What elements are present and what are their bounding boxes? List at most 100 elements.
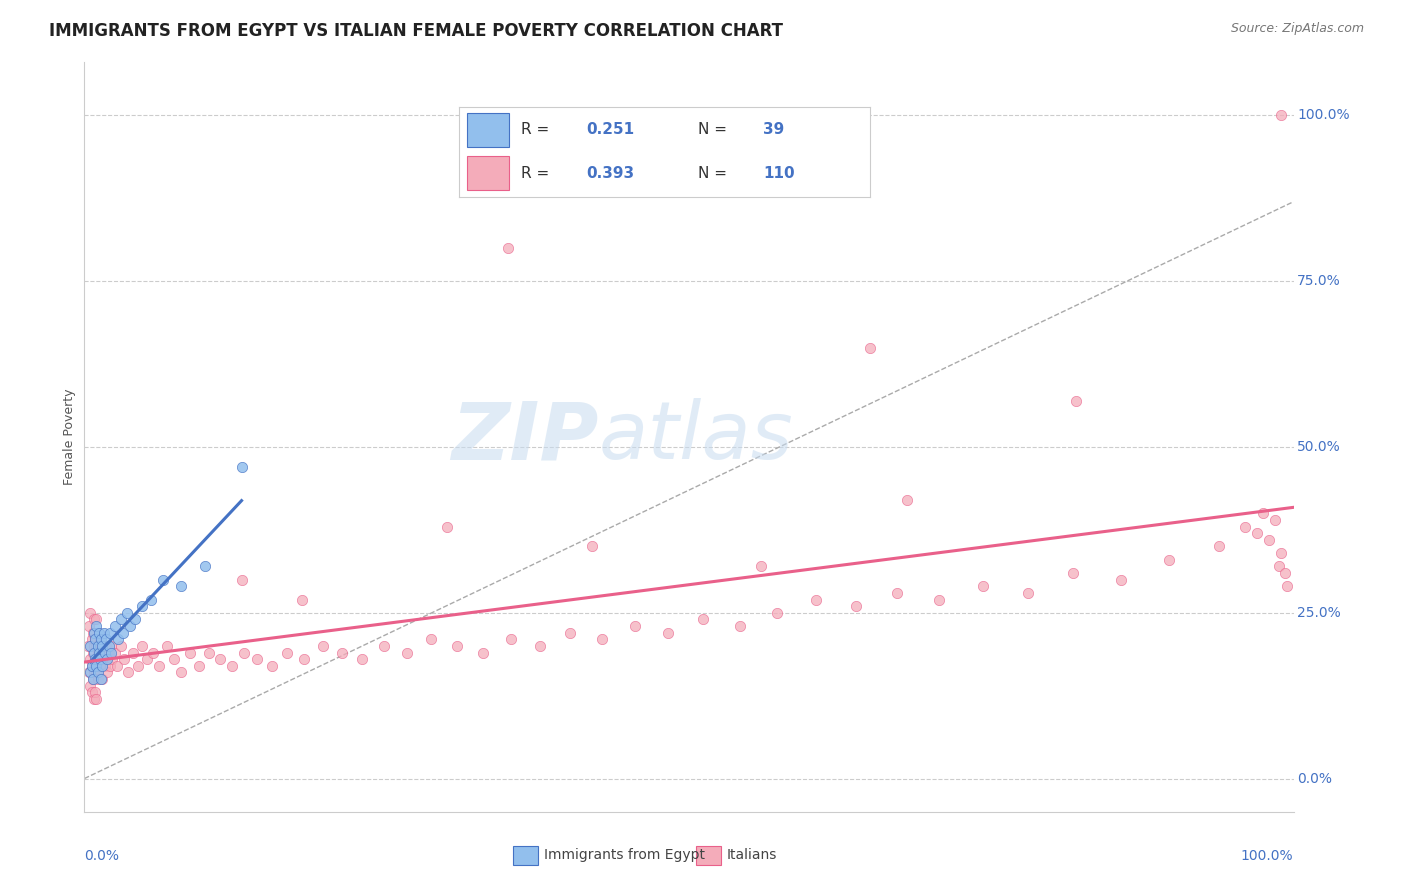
- Point: [86, 619, 108, 633]
- Point: [163, 652, 186, 666]
- Point: [80, 658, 103, 673]
- Point: [152, 573, 174, 587]
- Point: [89, 658, 111, 673]
- Point: [79, 652, 101, 666]
- Point: [86, 639, 108, 653]
- Text: 0.0%: 0.0%: [1298, 772, 1331, 786]
- Point: [80, 658, 103, 673]
- Point: [82, 672, 104, 686]
- Point: [1270, 108, 1292, 122]
- Text: ZIP: ZIP: [451, 398, 599, 476]
- Point: [233, 646, 256, 660]
- Y-axis label: Female Poverty: Female Poverty: [63, 389, 76, 485]
- Text: 50.0%: 50.0%: [1298, 440, 1341, 454]
- Point: [80, 632, 103, 647]
- Point: [1258, 533, 1281, 547]
- Point: [83, 612, 105, 626]
- Point: [96, 665, 118, 680]
- Point: [110, 639, 132, 653]
- Point: [77, 665, 100, 680]
- Point: [91, 639, 114, 653]
- Point: [112, 652, 135, 666]
- Text: 25.0%: 25.0%: [1298, 606, 1341, 620]
- Point: [86, 672, 108, 686]
- Point: [804, 592, 827, 607]
- Point: [1062, 566, 1084, 580]
- Point: [90, 632, 112, 647]
- Text: atlas: atlas: [599, 398, 793, 476]
- Point: [87, 625, 110, 640]
- Point: [1208, 540, 1230, 554]
- Point: [112, 625, 135, 640]
- Point: [84, 658, 107, 673]
- Text: 0.0%: 0.0%: [84, 849, 120, 863]
- Point: [91, 652, 114, 666]
- Point: [1157, 553, 1180, 567]
- Point: [104, 619, 127, 633]
- Point: [766, 606, 789, 620]
- Point: [77, 639, 100, 653]
- Point: [276, 646, 298, 660]
- Point: [581, 540, 603, 554]
- Point: [86, 692, 108, 706]
- Point: [170, 665, 193, 680]
- Point: [728, 619, 751, 633]
- Point: [86, 665, 108, 680]
- Point: [97, 646, 120, 660]
- Point: [148, 658, 170, 673]
- Point: [472, 646, 495, 660]
- Point: [91, 672, 114, 686]
- Point: [87, 646, 110, 660]
- Point: [83, 665, 105, 680]
- Point: [859, 341, 882, 355]
- Point: [79, 679, 101, 693]
- Point: [86, 612, 108, 626]
- Point: [124, 612, 146, 626]
- Point: [94, 639, 117, 653]
- Point: [84, 685, 107, 699]
- Point: [84, 652, 107, 666]
- Point: [231, 573, 253, 587]
- Point: [105, 658, 128, 673]
- Point: [1253, 506, 1275, 520]
- Point: [591, 632, 613, 647]
- Point: [98, 625, 121, 640]
- Point: [1277, 579, 1299, 593]
- Point: [1109, 573, 1132, 587]
- Point: [170, 579, 193, 593]
- Point: [198, 646, 221, 660]
- Point: [1274, 566, 1296, 580]
- Point: [94, 632, 117, 647]
- Point: [131, 599, 153, 614]
- Point: [373, 639, 395, 653]
- Point: [972, 579, 994, 593]
- Point: [86, 665, 108, 680]
- Point: [1064, 393, 1087, 408]
- Point: [436, 519, 458, 533]
- Point: [100, 646, 122, 660]
- Point: [260, 658, 283, 673]
- Text: IMMIGRANTS FROM EGYPT VS ITALIAN FEMALE POVERTY CORRELATION CHART: IMMIGRANTS FROM EGYPT VS ITALIAN FEMALE …: [49, 22, 783, 40]
- Point: [246, 652, 269, 666]
- Point: [104, 646, 127, 660]
- Point: [79, 606, 101, 620]
- Text: Immigrants from Egypt: Immigrants from Egypt: [544, 848, 706, 863]
- Point: [294, 652, 316, 666]
- Point: [623, 619, 645, 633]
- Point: [155, 639, 177, 653]
- Point: [77, 619, 100, 633]
- Point: [221, 658, 243, 673]
- Point: [496, 241, 519, 255]
- Point: [845, 599, 868, 614]
- Point: [1264, 513, 1286, 527]
- Point: [446, 639, 468, 653]
- Point: [100, 639, 122, 653]
- Point: [179, 646, 201, 660]
- Point: [560, 625, 582, 640]
- Point: [330, 646, 353, 660]
- Point: [82, 646, 104, 660]
- Point: [121, 646, 143, 660]
- Point: [79, 639, 101, 653]
- Point: [115, 606, 138, 620]
- Point: [83, 692, 105, 706]
